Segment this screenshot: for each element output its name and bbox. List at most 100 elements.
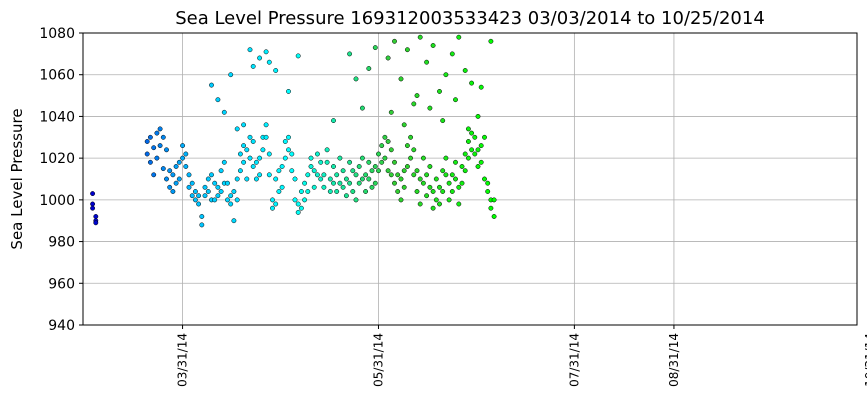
data-point: [343, 176, 349, 182]
data-point: [433, 176, 439, 182]
data-point: [93, 220, 99, 226]
data-point: [90, 201, 96, 207]
x-tick-label: 07/31/14: [567, 333, 581, 387]
data-point: [430, 43, 436, 48]
data-point: [417, 201, 423, 207]
data-point: [144, 139, 150, 144]
data-point: [266, 151, 272, 157]
data-point: [427, 105, 433, 111]
data-point: [417, 176, 423, 182]
data-point: [353, 76, 359, 82]
data-point: [462, 68, 468, 73]
data-point: [437, 184, 442, 190]
data-point: [372, 180, 378, 186]
data-point: [408, 134, 414, 140]
data-point: [453, 159, 458, 165]
data-point: [202, 184, 208, 190]
y-tick-label: 1040: [39, 109, 75, 125]
data-point: [244, 147, 250, 153]
data-point: [279, 184, 285, 190]
data-point: [465, 155, 471, 161]
data-point: [401, 122, 407, 128]
data-point: [353, 172, 359, 178]
data-point: [189, 193, 195, 199]
grid-lines: [83, 32, 857, 326]
data-point: [247, 155, 253, 161]
data-point: [247, 134, 253, 140]
data-point: [459, 164, 465, 169]
data-point: [199, 214, 205, 219]
data-point: [411, 147, 417, 153]
data-point: [482, 134, 487, 140]
plot-frame: [82, 32, 858, 326]
data-point: [395, 189, 401, 194]
data-point: [433, 197, 439, 203]
data-point: [379, 159, 385, 165]
data-point: [478, 159, 484, 165]
data-point: [286, 88, 291, 94]
data-point: [376, 151, 381, 157]
data-point: [337, 180, 343, 186]
data-point: [180, 155, 186, 161]
data-point: [388, 147, 394, 153]
data-point: [237, 168, 243, 174]
data-point: [369, 168, 375, 174]
data-point: [93, 214, 99, 219]
data-point: [414, 189, 420, 194]
data-point: [398, 76, 404, 82]
data-point: [359, 105, 365, 111]
data-point: [183, 151, 189, 157]
data-point: [250, 164, 256, 169]
data-point: [331, 164, 336, 169]
data-point: [318, 176, 324, 182]
data-point: [324, 159, 330, 165]
data-point: [151, 172, 157, 178]
data-point: [266, 172, 272, 178]
data-point: [456, 34, 462, 40]
data-point: [276, 168, 282, 174]
data-point: [376, 168, 381, 174]
data-point: [311, 168, 317, 174]
data-point: [289, 168, 295, 174]
data-point: [180, 143, 186, 149]
data-point: [292, 176, 298, 182]
data-point: [270, 205, 275, 211]
data-point: [176, 176, 182, 182]
data-point: [440, 118, 446, 124]
data-point: [404, 143, 410, 149]
data-point: [472, 151, 478, 157]
data-point: [231, 189, 237, 194]
data-point: [144, 151, 150, 157]
data-point: [321, 172, 327, 178]
y-tick-label: 960: [48, 276, 75, 292]
data-point: [266, 59, 272, 65]
chart-title: Sea Level Pressure 169312003533423 03/03…: [175, 8, 765, 29]
data-point: [462, 168, 468, 174]
data-point: [247, 47, 253, 53]
data-point: [205, 189, 211, 194]
data-point: [321, 184, 327, 190]
data-point: [420, 155, 426, 161]
data-point: [424, 193, 430, 199]
data-point: [205, 176, 211, 182]
data-point: [298, 205, 304, 211]
data-point: [192, 189, 198, 194]
data-point: [218, 189, 224, 194]
data-point: [440, 189, 446, 194]
data-point: [234, 176, 240, 182]
data-point: [437, 201, 442, 207]
data-points: [90, 34, 497, 228]
data-point: [417, 34, 423, 40]
data-point: [366, 66, 372, 71]
data-point: [366, 176, 372, 182]
data-point: [273, 201, 279, 207]
data-point: [356, 180, 362, 186]
data-point: [305, 172, 311, 178]
data-point: [314, 151, 320, 157]
data-point: [263, 134, 269, 140]
data-point: [241, 122, 247, 128]
data-point: [228, 201, 234, 207]
data-point: [228, 72, 234, 78]
y-axis-label: Sea Level Pressure: [8, 108, 26, 249]
data-point: [334, 189, 340, 194]
